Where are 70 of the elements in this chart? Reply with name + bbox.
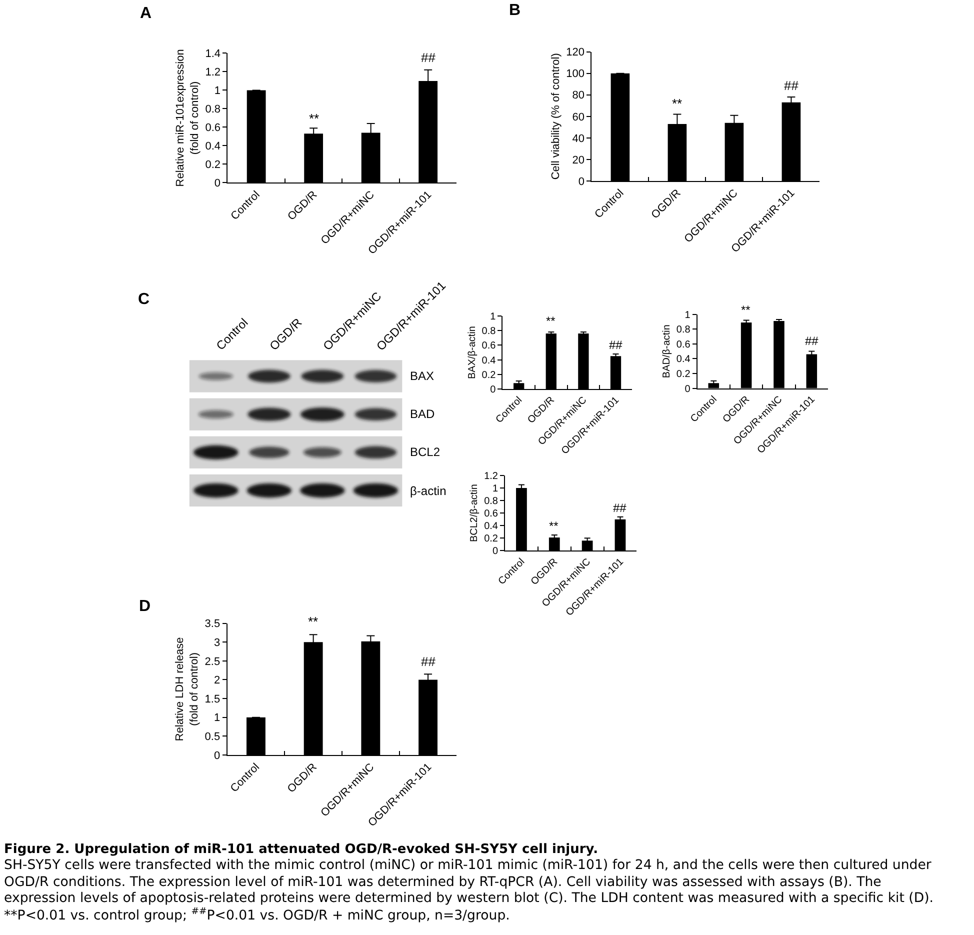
annotation: ##	[784, 78, 800, 93]
category-label: BAD	[410, 407, 435, 421]
y-tick-label: 80	[572, 90, 584, 102]
y-tick-label: 60	[572, 111, 584, 124]
chart-title: D	[139, 598, 151, 615]
y-tick-label: 1.2	[205, 66, 220, 79]
y-tick-label: 0.6	[676, 339, 691, 350]
y-tick-label: 0.8	[484, 496, 498, 507]
y-axis-title: Cell viability (% of control)	[550, 53, 562, 180]
y-tick-label: 0.2	[484, 534, 498, 545]
y-tick-label: 1	[490, 312, 496, 322]
y-tick-label: 0	[492, 546, 498, 558]
chart-title: A	[140, 5, 152, 22]
annotation: ##	[421, 654, 436, 669]
y-tick-label: 0	[214, 178, 220, 190]
y-tick-label: 0	[490, 384, 496, 396]
annotation: ##	[613, 501, 627, 515]
y-tick-label: 1	[684, 310, 691, 321]
y-tick-label: 0.2	[676, 369, 691, 380]
text: C	[138, 291, 150, 308]
category-label: BCL2	[410, 445, 440, 459]
y-axis-title: Relative miR-101expression (fold of control)	[174, 49, 201, 187]
category-label: β-actin	[410, 484, 446, 498]
annotation: **	[546, 314, 556, 328]
text: Figure 2. Upregulation of miR-101 attenuated OGD/R-evoked SH-SY5Y cell injury.	[4, 842, 598, 857]
annotation: **	[308, 614, 318, 629]
chart-title: B	[509, 2, 521, 19]
text: SH-SY5Y cells were transfected with the mimic control (miNC) or miR-101 mimic (miR-101) for 24 h, and the cells were then cultured under OGD/R conditions. The expression level of miR-101 was determined by RT-qPCR (A). Cell viability was assessed with assays (B). The expression levels of apoptosis-related proteins were determined by western blot (C). The LDH content was measured with a specific kit (D). **P<0.01 vs. control group; $^{##}$P<0.01 vs. OGD/R + miNC group, n=3/group.	[4, 858, 934, 924]
y-tick-label: 1	[492, 483, 498, 494]
y-tick-label: 0.8	[205, 104, 220, 116]
annotation: ##	[421, 50, 436, 65]
annotation: **	[672, 96, 682, 111]
y-tick-label: 0.4	[484, 521, 498, 532]
y-tick-label: 0.4	[676, 354, 691, 366]
category-label: BAX	[410, 369, 434, 383]
y-tick-label: 0.8	[676, 324, 691, 336]
y-tick-label: 0	[214, 750, 220, 762]
y-tick-label: 0.6	[484, 508, 498, 520]
y-axis-title: BCL2/β-actin	[469, 484, 480, 542]
y-tick-label: 1.2	[484, 470, 498, 482]
y-axis-title: BAX/β-actin	[466, 326, 478, 379]
y-tick-label: 0.2	[482, 370, 496, 381]
y-tick-label: 0.8	[482, 326, 496, 338]
y-tick-label: 2	[214, 674, 220, 687]
y-tick-label: 0	[578, 176, 584, 188]
y-tick-label: 0.6	[482, 340, 496, 352]
annotation: **	[549, 519, 559, 533]
y-axis-title: Relative LDH release (fold of control)	[174, 637, 200, 742]
y-tick-label: 2.5	[204, 656, 220, 668]
y-tick-label: 3.5	[204, 618, 220, 630]
y-tick-label: 3	[214, 636, 220, 649]
y-tick-label: 1.5	[204, 693, 220, 706]
y-tick-label: 0.2	[205, 159, 220, 172]
annotation: ##	[609, 338, 623, 352]
y-tick-label: 0.6	[205, 122, 220, 134]
annotation: ##	[805, 334, 819, 348]
y-tick-label: 1	[214, 85, 220, 98]
y-tick-label: 1	[214, 712, 220, 724]
annotation: **	[309, 111, 320, 126]
y-tick-label: 0.4	[482, 355, 496, 366]
y-tick-label: 100	[566, 68, 584, 80]
y-tick-label: 120	[566, 46, 584, 59]
y-tick-label: 20	[572, 154, 584, 166]
annotation: **	[741, 303, 751, 317]
y-tick-label: 1.4	[205, 48, 220, 60]
y-tick-label: 0.4	[205, 140, 220, 153]
y-axis-title: BAD/β-actin	[661, 324, 672, 378]
y-tick-label: 40	[572, 132, 584, 145]
y-tick-label: 0.5	[204, 731, 220, 744]
y-tick-label: 0	[684, 384, 691, 395]
